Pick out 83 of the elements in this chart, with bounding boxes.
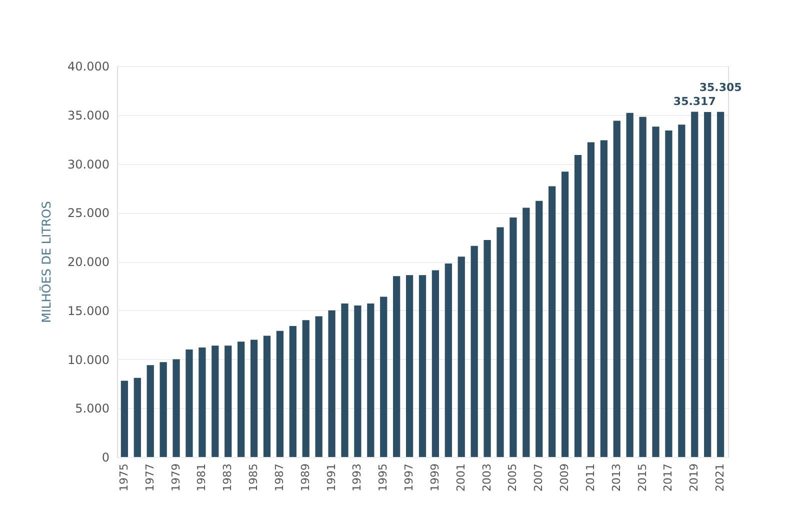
bar — [328, 310, 336, 457]
bar — [496, 227, 504, 457]
x-tick-label: 2005 — [506, 464, 520, 492]
bar — [626, 112, 634, 457]
bar — [134, 378, 141, 457]
bar — [224, 346, 232, 457]
bar — [613, 120, 620, 457]
bar — [406, 275, 414, 457]
x-tick-label: 1975 — [117, 464, 130, 492]
bar — [367, 304, 374, 457]
bar — [276, 330, 284, 457]
bar — [484, 240, 491, 457]
x-tick-label: 1977 — [143, 464, 156, 492]
y-tick-label: 5.000 — [75, 402, 110, 416]
x-tick-label: 2021 — [714, 464, 727, 492]
x-tick-label: 1991 — [324, 464, 338, 492]
bar — [470, 246, 478, 457]
bar — [639, 116, 646, 457]
x-tick-label: 2001 — [454, 464, 468, 492]
bar — [665, 130, 672, 457]
bar — [250, 340, 258, 457]
bar — [341, 304, 348, 457]
bar — [510, 218, 517, 457]
x-tick-label: 1999 — [428, 464, 442, 492]
bar — [432, 270, 440, 457]
x-tick-label: 2011 — [584, 464, 597, 492]
data-label: 35.305 — [699, 80, 742, 94]
bar — [704, 112, 712, 457]
bar — [186, 349, 193, 457]
y-tick-label: 0 — [102, 450, 110, 464]
y-tick-label: 10.000 — [68, 352, 110, 367]
data-label: 35.317 — [673, 94, 716, 108]
bar — [600, 140, 608, 457]
y-tick-label: 30.000 — [68, 157, 110, 172]
x-tick-label: 1983 — [221, 464, 234, 492]
bar — [315, 316, 322, 457]
bar — [574, 154, 582, 457]
y-tick-label: 15.000 — [68, 304, 110, 318]
bar — [536, 200, 543, 457]
bar — [289, 326, 296, 457]
bar — [587, 142, 595, 457]
bar — [444, 263, 452, 457]
x-tick-label: 1987 — [272, 464, 286, 492]
x-tick-label: 1981 — [195, 464, 208, 492]
bar — [146, 365, 154, 457]
x-tick-label: 2017 — [662, 464, 675, 492]
bar — [458, 256, 465, 457]
bar — [354, 305, 362, 457]
bar — [716, 112, 724, 457]
bar — [561, 172, 569, 457]
y-tick-label: 40.000 — [68, 60, 110, 74]
bar — [198, 348, 206, 457]
bar — [548, 186, 556, 457]
x-tick-label: 1989 — [298, 464, 312, 492]
bar — [263, 336, 271, 457]
bar — [160, 362, 167, 457]
bar — [238, 342, 245, 457]
bar — [691, 112, 698, 457]
bar — [522, 208, 530, 457]
bar — [393, 276, 400, 457]
x-tick-label: 2015 — [636, 464, 649, 492]
x-tick-label: 2003 — [480, 464, 494, 492]
bar — [120, 380, 128, 457]
x-tick-label: 1985 — [247, 464, 260, 492]
bar — [418, 275, 426, 457]
x-tick-label: 2009 — [558, 464, 572, 492]
bar — [302, 320, 310, 457]
x-tick-label: 1979 — [169, 464, 182, 492]
bar — [172, 359, 180, 457]
x-tick-label: 2019 — [688, 464, 701, 492]
bar — [652, 126, 660, 457]
y-tick-label: 35.000 — [68, 108, 110, 122]
x-tick-label: 1997 — [402, 464, 416, 492]
x-tick-label: 2007 — [532, 464, 546, 492]
bar — [212, 346, 219, 457]
x-tick-label: 2013 — [610, 464, 623, 492]
y-tick-label: 25.000 — [68, 206, 110, 220]
bar — [678, 124, 686, 457]
y-axis-title: MILHÕES DE LITROS — [38, 201, 54, 323]
x-tick-label: 1995 — [376, 464, 390, 492]
bar — [380, 296, 388, 457]
y-tick-label: 20.000 — [68, 255, 110, 269]
x-tick-label: 1993 — [350, 464, 364, 492]
